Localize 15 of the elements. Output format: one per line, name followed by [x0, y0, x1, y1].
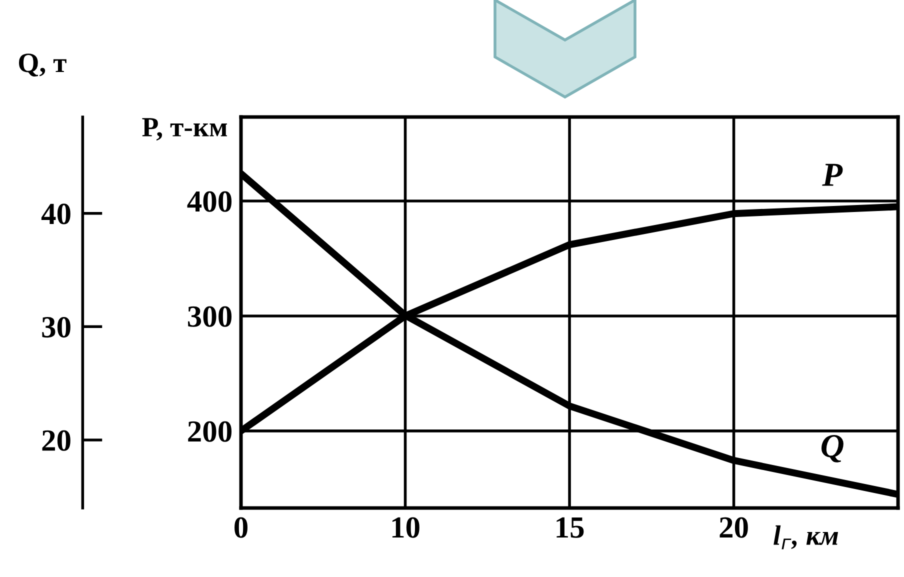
- y-tick-label: 200: [188, 421, 232, 442]
- x-tick-label: 20: [720, 517, 748, 538]
- y2-tick-label: 20: [42, 430, 70, 451]
- x-tick-label: 10: [392, 517, 420, 538]
- y-axis-title: P, т-км: [142, 118, 227, 141]
- x-axis-title: l$_{г}$, км: [774, 525, 838, 550]
- x-tick-label: 15: [556, 517, 584, 538]
- y-tick-label: 400: [187, 191, 232, 212]
- y2-tick-label: 40: [41, 204, 70, 224]
- y2-axis-title: Q, т: [18, 54, 66, 77]
- y2-tick-label: 30: [42, 316, 70, 338]
- x-tick-label: 0: [234, 517, 248, 538]
- series-label: P: [822, 164, 843, 186]
- series-label: Q: [822, 434, 844, 462]
- y-tick-label: 300: [188, 306, 232, 327]
